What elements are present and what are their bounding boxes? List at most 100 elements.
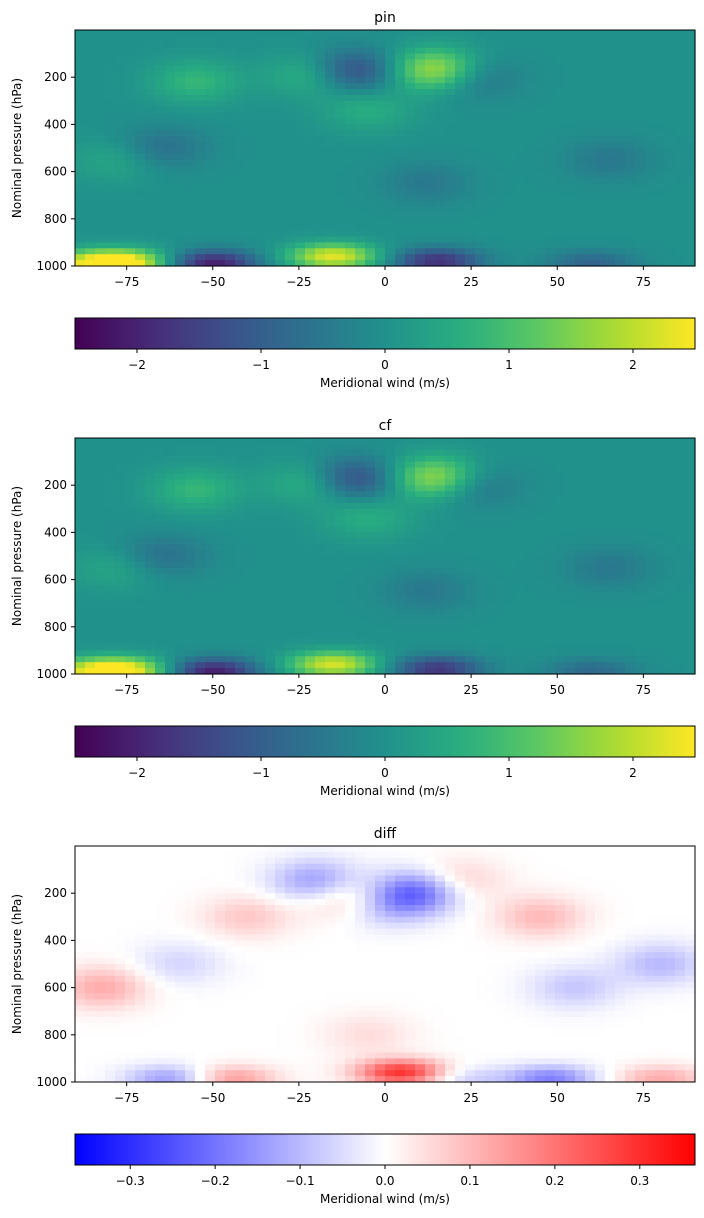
heatmap-cell xyxy=(85,491,96,498)
heatmap-cell xyxy=(115,585,126,592)
heatmap-cell xyxy=(425,497,436,504)
heatmap-cell xyxy=(565,626,576,634)
heatmap-cell xyxy=(445,526,456,533)
heatmap-cell xyxy=(435,230,446,238)
heatmap-cell xyxy=(495,195,506,202)
heatmap-cell xyxy=(285,626,296,634)
heatmap-cell xyxy=(105,556,116,563)
heatmap-cell xyxy=(335,171,346,179)
heatmap-cell xyxy=(295,118,306,125)
heatmap-cell xyxy=(255,626,266,634)
heatmap-cell xyxy=(375,248,386,255)
heatmap-cell xyxy=(505,148,516,155)
heatmap-cell xyxy=(425,626,436,634)
heatmap-cell xyxy=(305,183,316,190)
heatmap-cell xyxy=(645,626,656,634)
heatmap-cell xyxy=(315,159,326,167)
heatmap-cell xyxy=(235,473,246,480)
heatmap-cell xyxy=(425,159,436,167)
heatmap-cell xyxy=(155,142,166,149)
heatmap-cell xyxy=(225,591,236,598)
heatmap-cell xyxy=(655,94,666,102)
heatmap-cell xyxy=(175,668,186,675)
heatmap-cell xyxy=(345,473,356,480)
heatmap-cell xyxy=(125,520,136,528)
heatmap-cell xyxy=(255,159,266,167)
heatmap-cell xyxy=(395,77,406,84)
heatmap-cell xyxy=(395,532,406,539)
heatmap-cell xyxy=(295,461,306,469)
heatmap-cell xyxy=(475,603,486,610)
heatmap-cell xyxy=(195,556,206,563)
heatmap-cell xyxy=(285,561,296,569)
heatmap-cell xyxy=(115,153,126,161)
heatmap-cell xyxy=(505,77,516,84)
heatmap-cell xyxy=(235,644,246,651)
heatmap-cell xyxy=(285,94,296,102)
heatmap-cell xyxy=(225,254,236,261)
heatmap-cell xyxy=(555,638,566,646)
heatmap-cell xyxy=(445,89,456,96)
heatmap-cell xyxy=(535,153,546,161)
heatmap-cell xyxy=(655,142,666,149)
heatmap-cell xyxy=(575,603,586,610)
heatmap-cell xyxy=(635,438,646,445)
heatmap-cell xyxy=(275,620,286,628)
heatmap-cell xyxy=(185,650,196,657)
heatmap-cell xyxy=(575,609,586,616)
heatmap-cell xyxy=(285,77,296,84)
heatmap-cell xyxy=(265,597,276,604)
heatmap-cell xyxy=(135,567,146,575)
heatmap-cell xyxy=(395,59,406,66)
heatmap-cell xyxy=(195,603,206,610)
heatmap-cell xyxy=(125,644,136,651)
heatmap-cell xyxy=(115,615,126,622)
heatmap-cell xyxy=(465,603,476,610)
heatmap-cell xyxy=(515,467,526,474)
heatmap-cell xyxy=(365,71,376,78)
heatmap-cell xyxy=(655,100,666,108)
heatmap-cell xyxy=(415,544,426,551)
heatmap-cell xyxy=(685,532,696,539)
heatmap-cell xyxy=(245,53,256,61)
heatmap-cell xyxy=(125,556,136,563)
heatmap-cell xyxy=(115,461,126,469)
heatmap-cell xyxy=(135,573,146,581)
heatmap-cell xyxy=(585,438,596,445)
heatmap-cell xyxy=(375,626,386,634)
heatmap-cell xyxy=(425,71,436,78)
heatmap-cell xyxy=(145,118,156,125)
heatmap-cell xyxy=(145,254,156,261)
heatmap-cell xyxy=(445,638,456,646)
heatmap-cell xyxy=(485,35,496,43)
heatmap-cell xyxy=(665,479,676,486)
heatmap-cell xyxy=(235,579,246,587)
heatmap-cell xyxy=(105,550,116,557)
heatmap-cell xyxy=(335,260,346,267)
heatmap-cell xyxy=(155,609,166,616)
heatmap-cell xyxy=(525,260,536,267)
heatmap-cell xyxy=(305,597,316,604)
heatmap-cell xyxy=(365,567,376,575)
heatmap-cell xyxy=(345,538,356,545)
heatmap-cell xyxy=(195,248,206,255)
heatmap-cell xyxy=(625,230,636,238)
heatmap-cell xyxy=(155,508,166,516)
heatmap-cell xyxy=(135,644,146,651)
heatmap-cell xyxy=(395,148,406,155)
heatmap-cell xyxy=(265,189,276,196)
heatmap-cell xyxy=(385,508,396,516)
heatmap-cell xyxy=(265,35,276,43)
heatmap-cell xyxy=(395,603,406,610)
heatmap-cell xyxy=(675,573,686,581)
heatmap-cell xyxy=(425,47,436,55)
heatmap-cell xyxy=(275,195,286,202)
heatmap-cell xyxy=(495,112,506,120)
heatmap-cell xyxy=(165,136,176,143)
heatmap-cell xyxy=(135,30,146,37)
heatmap-cell xyxy=(325,218,336,226)
heatmap-cell xyxy=(295,153,306,161)
heatmap-cell xyxy=(525,171,536,179)
heatmap-cell xyxy=(215,159,226,167)
heatmap-cell xyxy=(265,30,276,37)
